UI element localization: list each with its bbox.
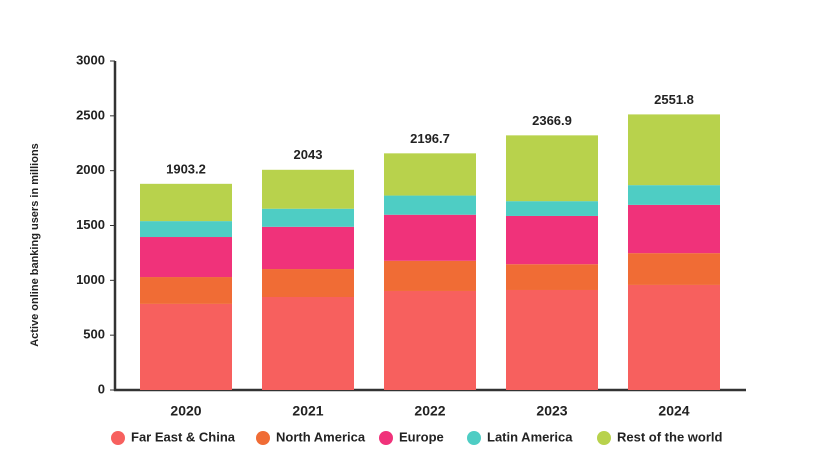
y-tick-label: 1500: [76, 217, 105, 232]
bar-segment: [506, 289, 598, 390]
legend-swatch: [467, 431, 481, 445]
x-tick-label: 2024: [658, 403, 689, 419]
legend-label: Latin America: [487, 429, 573, 444]
bar-segment: [384, 153, 476, 196]
bar-segment: [140, 303, 232, 390]
bar-segment: [628, 204, 720, 254]
bar-segment: [140, 237, 232, 278]
bar-segment: [384, 260, 476, 291]
y-tick-label: 0: [98, 381, 105, 396]
bar-segment: [628, 114, 720, 186]
bar-segment: [262, 269, 354, 298]
legend-label: Rest of the world: [617, 429, 723, 444]
bar-segment: [262, 297, 354, 390]
bar-segment: [262, 169, 354, 209]
x-tick-label: 2021: [292, 403, 323, 419]
bar-segment: [262, 208, 354, 227]
bar-segment: [384, 195, 476, 215]
legend-label: Europe: [399, 429, 444, 444]
y-tick-label: 2000: [76, 162, 105, 177]
total-label: 2196.7: [410, 131, 450, 146]
legend-swatch: [111, 431, 125, 445]
bar-segment: [140, 183, 232, 222]
bar-segment: [384, 214, 476, 261]
legend-label: Far East & China: [131, 429, 236, 444]
x-tick-label: 2020: [170, 403, 201, 419]
total-label: 2551.8: [654, 92, 694, 107]
bar-segment: [628, 185, 720, 205]
x-tick-label: 2023: [536, 403, 567, 419]
bar-segment: [506, 201, 598, 216]
y-tick-label: 1000: [76, 272, 105, 287]
legend-swatch: [597, 431, 611, 445]
bar-segment: [506, 264, 598, 290]
legend-label: North America: [276, 429, 366, 444]
legend-swatch: [379, 431, 393, 445]
total-label: 2366.9: [532, 113, 572, 128]
y-tick-label: 500: [83, 327, 105, 342]
bar-segment: [506, 215, 598, 265]
total-label: 1903.2: [166, 161, 206, 176]
bar-segment: [506, 135, 598, 202]
bar-segment: [628, 284, 720, 390]
y-tick-label: 3000: [76, 52, 105, 67]
bar-segment: [262, 226, 354, 270]
x-tick-label: 2022: [414, 403, 445, 419]
y-tick-label: 2500: [76, 107, 105, 122]
legend-swatch: [256, 431, 270, 445]
bar-segment: [140, 277, 232, 304]
bar-segment: [140, 221, 232, 238]
total-label: 2043: [294, 147, 323, 162]
y-axis-label: Active online banking users in millions: [29, 143, 41, 347]
bar-segment: [628, 253, 720, 285]
bar-segment: [384, 290, 476, 390]
